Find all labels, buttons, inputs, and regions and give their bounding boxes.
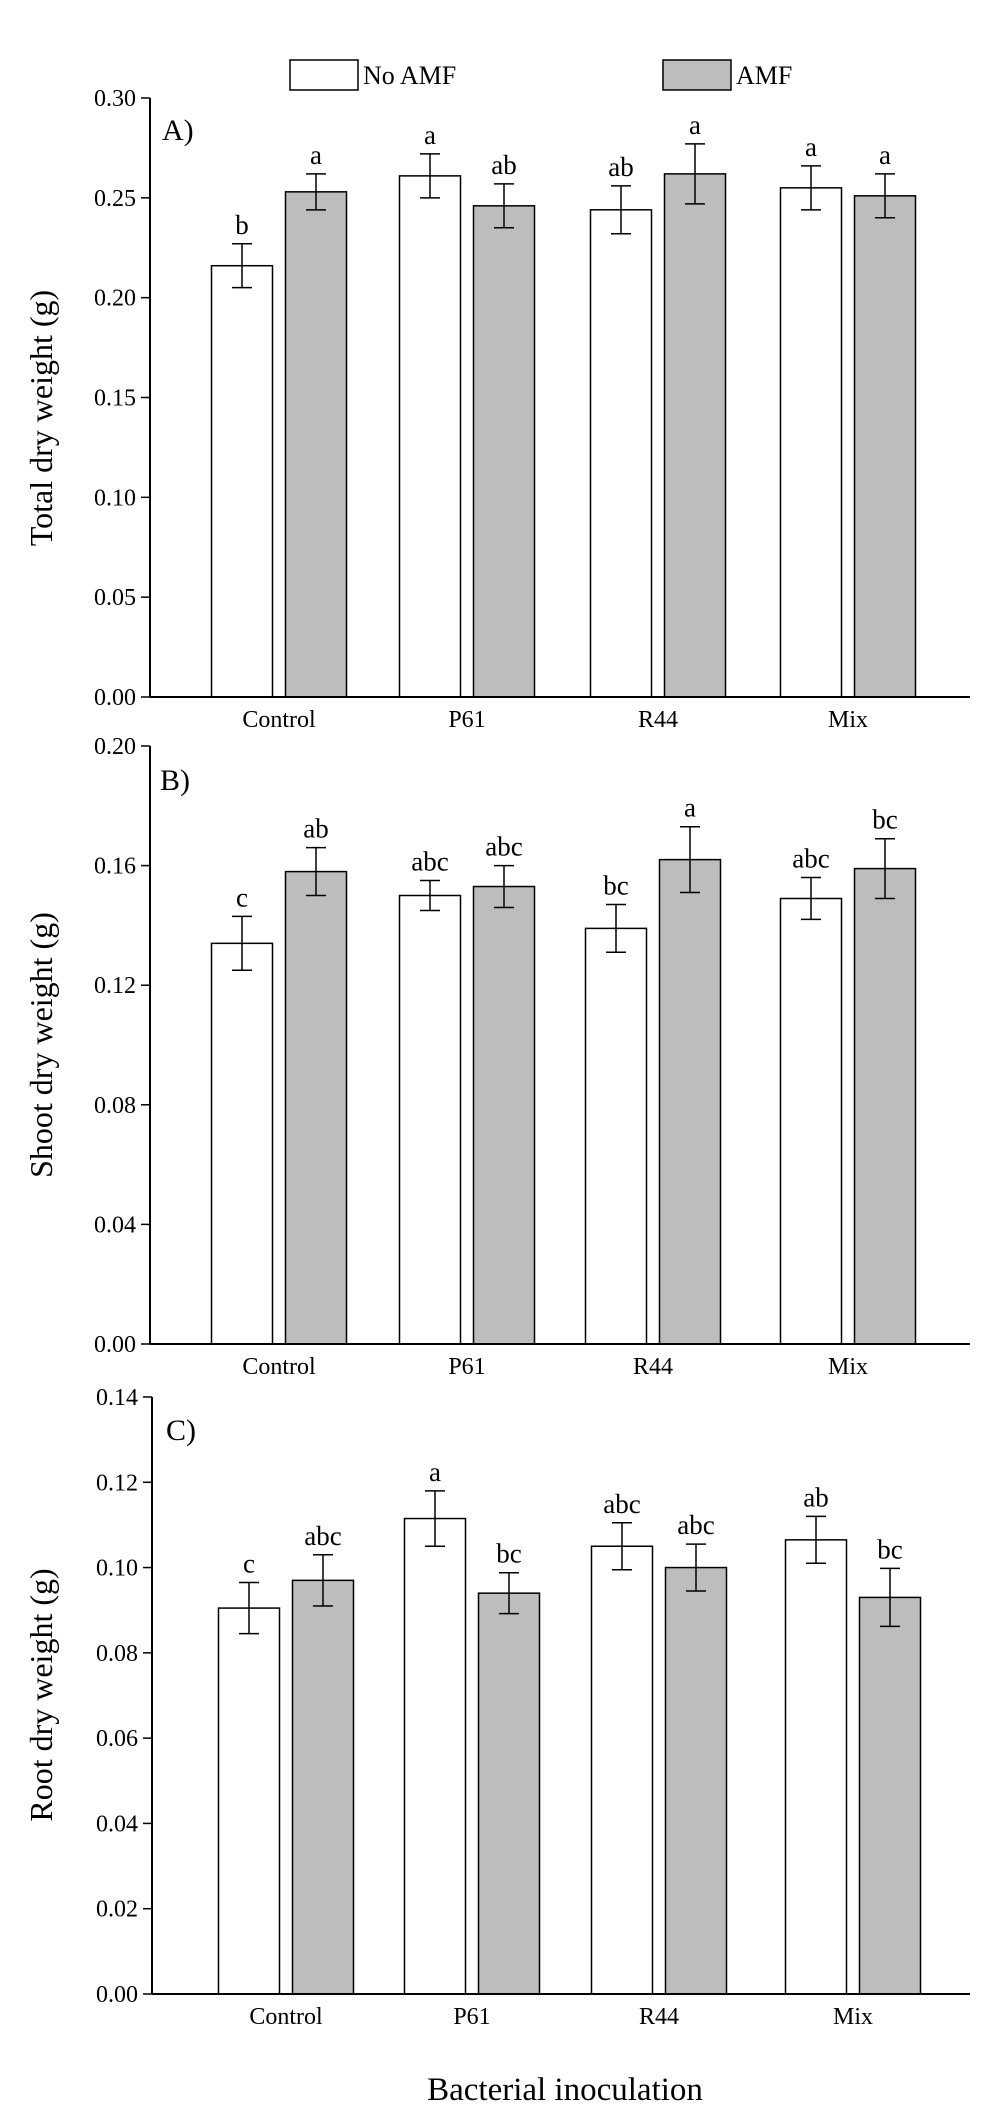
- bar-amf: [853, 867, 917, 1345]
- y-tick-label: 0.00: [94, 685, 136, 711]
- significance-letter: bc: [872, 805, 898, 835]
- x-tick-label: P61: [448, 707, 485, 733]
- significance-letter: abc: [603, 1489, 640, 1519]
- bar-amf: [858, 1596, 922, 1995]
- significance-letter: a: [689, 110, 701, 140]
- bar-amf: [472, 885, 536, 1345]
- y-tick-label: 0.04: [96, 1811, 138, 1837]
- significance-letter: a: [805, 132, 817, 162]
- significance-letter: bc: [877, 1534, 903, 1564]
- panel-label-b: B): [160, 764, 190, 797]
- significance-letter: a: [684, 793, 696, 823]
- significance-letter: ab: [608, 152, 633, 182]
- significance-letter: abc: [677, 1510, 714, 1540]
- significance-letter: ab: [303, 814, 328, 844]
- y-tick-label: 0.10: [94, 485, 136, 511]
- y-tick-label: 0.14: [96, 1385, 138, 1411]
- significance-letter: bc: [603, 870, 629, 900]
- bar-no-amf: [398, 894, 462, 1345]
- significance-letter: a: [429, 1457, 441, 1487]
- significance-letter: bc: [496, 1539, 522, 1569]
- y-tick-label: 0.06: [96, 1726, 138, 1752]
- x-tick-label: P61: [453, 2004, 490, 2030]
- significance-letter: b: [235, 210, 249, 240]
- bar-no-amf: [590, 1545, 654, 1995]
- x-tick-label: Control: [242, 1354, 316, 1380]
- y-tick-label: 0.10: [96, 1556, 138, 1582]
- bar-amf: [284, 191, 348, 698]
- legend-label-amf: AMF: [736, 61, 792, 90]
- y-tick-label: 0.20: [94, 734, 136, 760]
- bar-amf: [472, 205, 536, 698]
- bar-amf: [663, 173, 727, 698]
- bar-amf: [477, 1592, 541, 1995]
- bar-amf: [664, 1566, 728, 1995]
- x-tick-label: Mix: [833, 2004, 873, 2030]
- y-tick-label: 0.16: [94, 854, 136, 880]
- y-tick-label: 0.04: [94, 1212, 136, 1238]
- significance-letter: a: [424, 120, 436, 150]
- legend: No AMF AMF: [289, 59, 792, 91]
- y-axis-title-c: Root dry weight (g): [23, 1568, 59, 1821]
- bar-no-amf: [217, 1607, 281, 1995]
- bar-amf: [853, 195, 917, 698]
- bar-amf: [291, 1579, 355, 1995]
- panel-a: A) Total dry weight (g) 0.00 0.05 0.10 0.15…: [23, 86, 970, 733]
- legend-swatch-amf: [662, 59, 732, 91]
- significance-letter: c: [243, 1548, 255, 1578]
- y-tick-label: 0.08: [96, 1641, 138, 1667]
- bar-no-amf: [779, 897, 843, 1345]
- bar-amf: [284, 870, 348, 1345]
- y-tick-label: 0.25: [94, 186, 136, 212]
- bar-no-amf: [210, 264, 274, 698]
- bar-no-amf: [779, 187, 843, 698]
- bar-no-amf: [210, 942, 274, 1345]
- significance-letter: a: [879, 140, 891, 170]
- significance-letter: ab: [491, 150, 516, 180]
- y-axis-title-b: Shoot dry weight (g): [23, 912, 59, 1178]
- significance-letter: c: [236, 882, 248, 912]
- panel-c: C) Root dry weight (g) 0.00 0.02 0.04 0.06 0…: [23, 1385, 970, 2030]
- legend-swatch-no-amf: [289, 59, 359, 91]
- bar-no-amf: [584, 927, 648, 1345]
- x-tick-label: R44: [639, 2004, 679, 2030]
- x-tick-label: P61: [448, 1354, 485, 1380]
- significance-letter: abc: [792, 844, 829, 874]
- bar-no-amf: [589, 209, 653, 698]
- bar-no-amf: [398, 175, 462, 698]
- legend-label-no-amf: No AMF: [363, 61, 456, 90]
- x-tick-label: Mix: [828, 1354, 868, 1380]
- y-tick-label: 0.12: [94, 973, 136, 999]
- significance-letter: abc: [304, 1521, 341, 1551]
- significance-letter: ab: [803, 1482, 828, 1512]
- y-tick-label: 0.20: [94, 286, 136, 312]
- y-tick-label: 0.00: [94, 1332, 136, 1358]
- panel-label-c: C): [166, 1414, 196, 1447]
- y-tick-label: 0.15: [94, 386, 136, 412]
- x-tick-label: R44: [633, 1354, 673, 1380]
- y-tick-label: 0.05: [94, 585, 136, 611]
- y-tick-label: 0.30: [94, 86, 136, 112]
- y-tick-label: 0.02: [96, 1897, 138, 1923]
- bar-no-amf: [784, 1539, 848, 1995]
- significance-letter: abc: [485, 832, 522, 862]
- x-tick-label: R44: [638, 707, 678, 733]
- panel-b: B) Shoot dry weight (g) 0.00 0.04 0.08 0.12…: [23, 734, 970, 1380]
- x-axis-title: Bacterial inoculation: [427, 2072, 703, 2108]
- y-tick-label: 0.00: [96, 1982, 138, 2008]
- y-axis-title-a: Total dry weight (g): [23, 290, 59, 546]
- x-tick-label: Control: [249, 2004, 323, 2030]
- panel-label-a: A): [162, 114, 194, 147]
- significance-letter: abc: [411, 847, 448, 877]
- x-tick-label: Control: [242, 707, 316, 733]
- significance-letter: a: [310, 140, 322, 170]
- x-tick-label: Mix: [828, 707, 868, 733]
- y-tick-label: 0.08: [94, 1093, 136, 1119]
- y-tick-label: 0.12: [96, 1470, 138, 1496]
- bar-amf: [658, 858, 722, 1345]
- bar-no-amf: [403, 1517, 467, 1995]
